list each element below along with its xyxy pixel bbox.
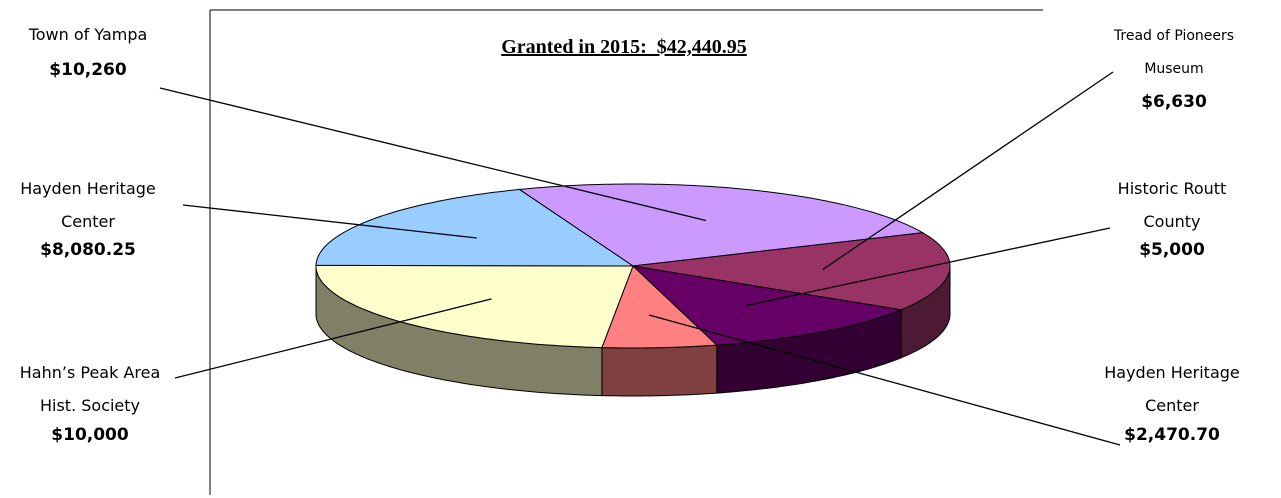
slice [601, 265, 718, 349]
slice [315, 264, 634, 349]
slice-label: Historic Routt County [1117, 179, 1227, 231]
slice-side [601, 344, 718, 397]
slice-label: Town of Yampa [28, 25, 148, 44]
value-label: $10,260 [49, 60, 127, 80]
slice [315, 188, 635, 267]
slice [517, 183, 925, 267]
chart-title: Granted in 2015: $42,440.95 [501, 36, 747, 58]
leader-line [159, 87, 706, 222]
value-label: $2,470.70 [1124, 425, 1220, 445]
leader-line [648, 314, 1121, 446]
leader-line [822, 71, 1114, 271]
slice-label: Tread of Pioneers Museum [1113, 28, 1235, 77]
leader-line [182, 204, 477, 239]
leader-line [746, 227, 1111, 307]
value-label: $8,080.25 [40, 240, 136, 260]
value-label: $5,000 [1139, 240, 1205, 260]
slice-label: Hayden Heritage Center [1104, 363, 1240, 415]
value-label: $10,000 [51, 425, 129, 445]
leader-line [174, 298, 492, 379]
slice [631, 265, 903, 346]
slice-label: Hayden Heritage Center [20, 179, 156, 231]
slice [632, 232, 951, 311]
slice-label: Hahn’s Peak Area Hist. Society [19, 363, 161, 415]
value-label: $6,630 [1141, 92, 1207, 112]
